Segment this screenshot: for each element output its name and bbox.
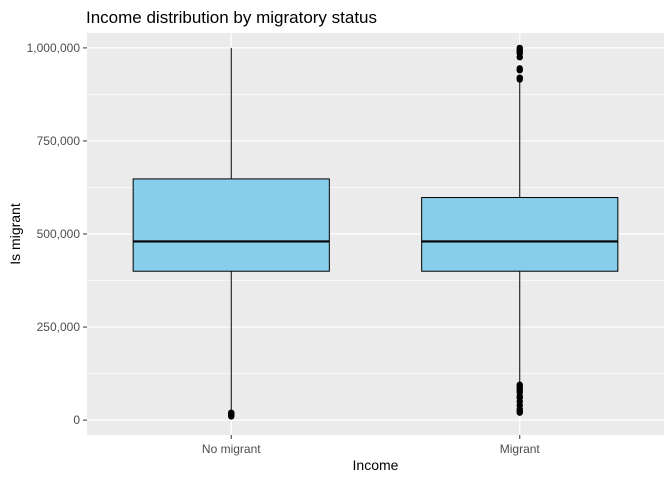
- x-axis-title: Income: [353, 457, 399, 473]
- box-body: [421, 197, 619, 272]
- y-axis-title: Is migrant: [7, 203, 23, 265]
- boxes: [132, 44, 619, 420]
- box-migrant: [421, 44, 619, 416]
- y-tick-label: 0: [73, 413, 80, 427]
- x-tick-label: Migrant: [500, 442, 541, 456]
- box-body: [132, 178, 330, 272]
- outlier-point: [516, 74, 523, 81]
- y-axis-ticks: 0 250,000 500,000 750,000 1,000,000: [27, 41, 87, 427]
- x-tick-label: No migrant: [202, 442, 261, 456]
- outlier-point: [228, 409, 235, 416]
- x-axis-ticks: No migrant Migrant: [202, 435, 541, 456]
- outlier-point: [516, 65, 523, 72]
- outlier-point: [516, 44, 523, 52]
- outlier-point: [516, 381, 523, 388]
- chart-title: Income distribution by migratory status: [86, 8, 377, 27]
- y-tick-label: 1,000,000: [27, 41, 81, 55]
- y-tick-label: 750,000: [37, 134, 81, 148]
- y-tick-label: 500,000: [37, 227, 81, 241]
- box-no-migrant: [132, 47, 330, 420]
- y-tick-label: 250,000: [37, 320, 81, 334]
